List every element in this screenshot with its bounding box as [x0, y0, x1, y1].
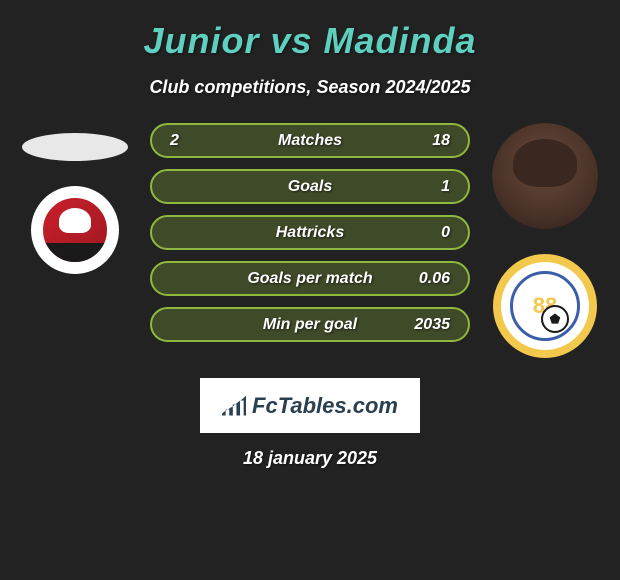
stat-label: Hattricks	[220, 224, 400, 242]
stat-label: Matches	[220, 132, 400, 150]
stat-right-value: 0	[400, 224, 450, 242]
stat-label: Goals	[220, 178, 400, 196]
brand-text: FcTables.com	[252, 393, 398, 419]
main-area: 2 Matches 18 Goals 1 Hattricks 0 Goals p…	[20, 123, 600, 358]
stat-left-value: 2	[170, 132, 220, 150]
page-title: Junior vs Madinda	[20, 20, 600, 62]
stat-label: Min per goal	[220, 316, 400, 334]
comparison-card: Junior vs Madinda Club competitions, Sea…	[0, 0, 620, 479]
stat-label: Goals per match	[220, 270, 400, 288]
stat-row-min-per-goal: Min per goal 2035	[150, 307, 470, 342]
player-face-icon	[492, 123, 598, 229]
subtitle: Club competitions, Season 2024/2025	[20, 77, 600, 98]
stat-row-matches: 2 Matches 18	[150, 123, 470, 158]
stat-row-hattricks: Hattricks 0	[150, 215, 470, 250]
right-column: 88	[490, 123, 600, 358]
stats-column: 2 Matches 18 Goals 1 Hattricks 0 Goals p…	[150, 123, 470, 342]
player1-placeholder	[22, 133, 128, 161]
soccer-ball-icon	[541, 305, 569, 333]
stat-row-goals: Goals 1	[150, 169, 470, 204]
stat-right-value: 0.06	[400, 270, 450, 288]
club1-logo	[31, 186, 119, 274]
date-label: 18 january 2025	[20, 448, 600, 469]
stat-row-goals-per-match: Goals per match 0.06	[150, 261, 470, 296]
left-column	[20, 123, 130, 274]
club2-logo-inner: 88	[510, 271, 580, 341]
club1-logo-shield	[40, 195, 110, 265]
stat-right-value: 1	[400, 178, 450, 196]
club2-logo: 88	[493, 254, 597, 358]
brand-logo: FcTables.com	[200, 378, 420, 433]
stat-right-value: 2035	[400, 316, 450, 334]
stat-right-value: 18	[400, 132, 450, 150]
player2-photo	[492, 123, 598, 229]
